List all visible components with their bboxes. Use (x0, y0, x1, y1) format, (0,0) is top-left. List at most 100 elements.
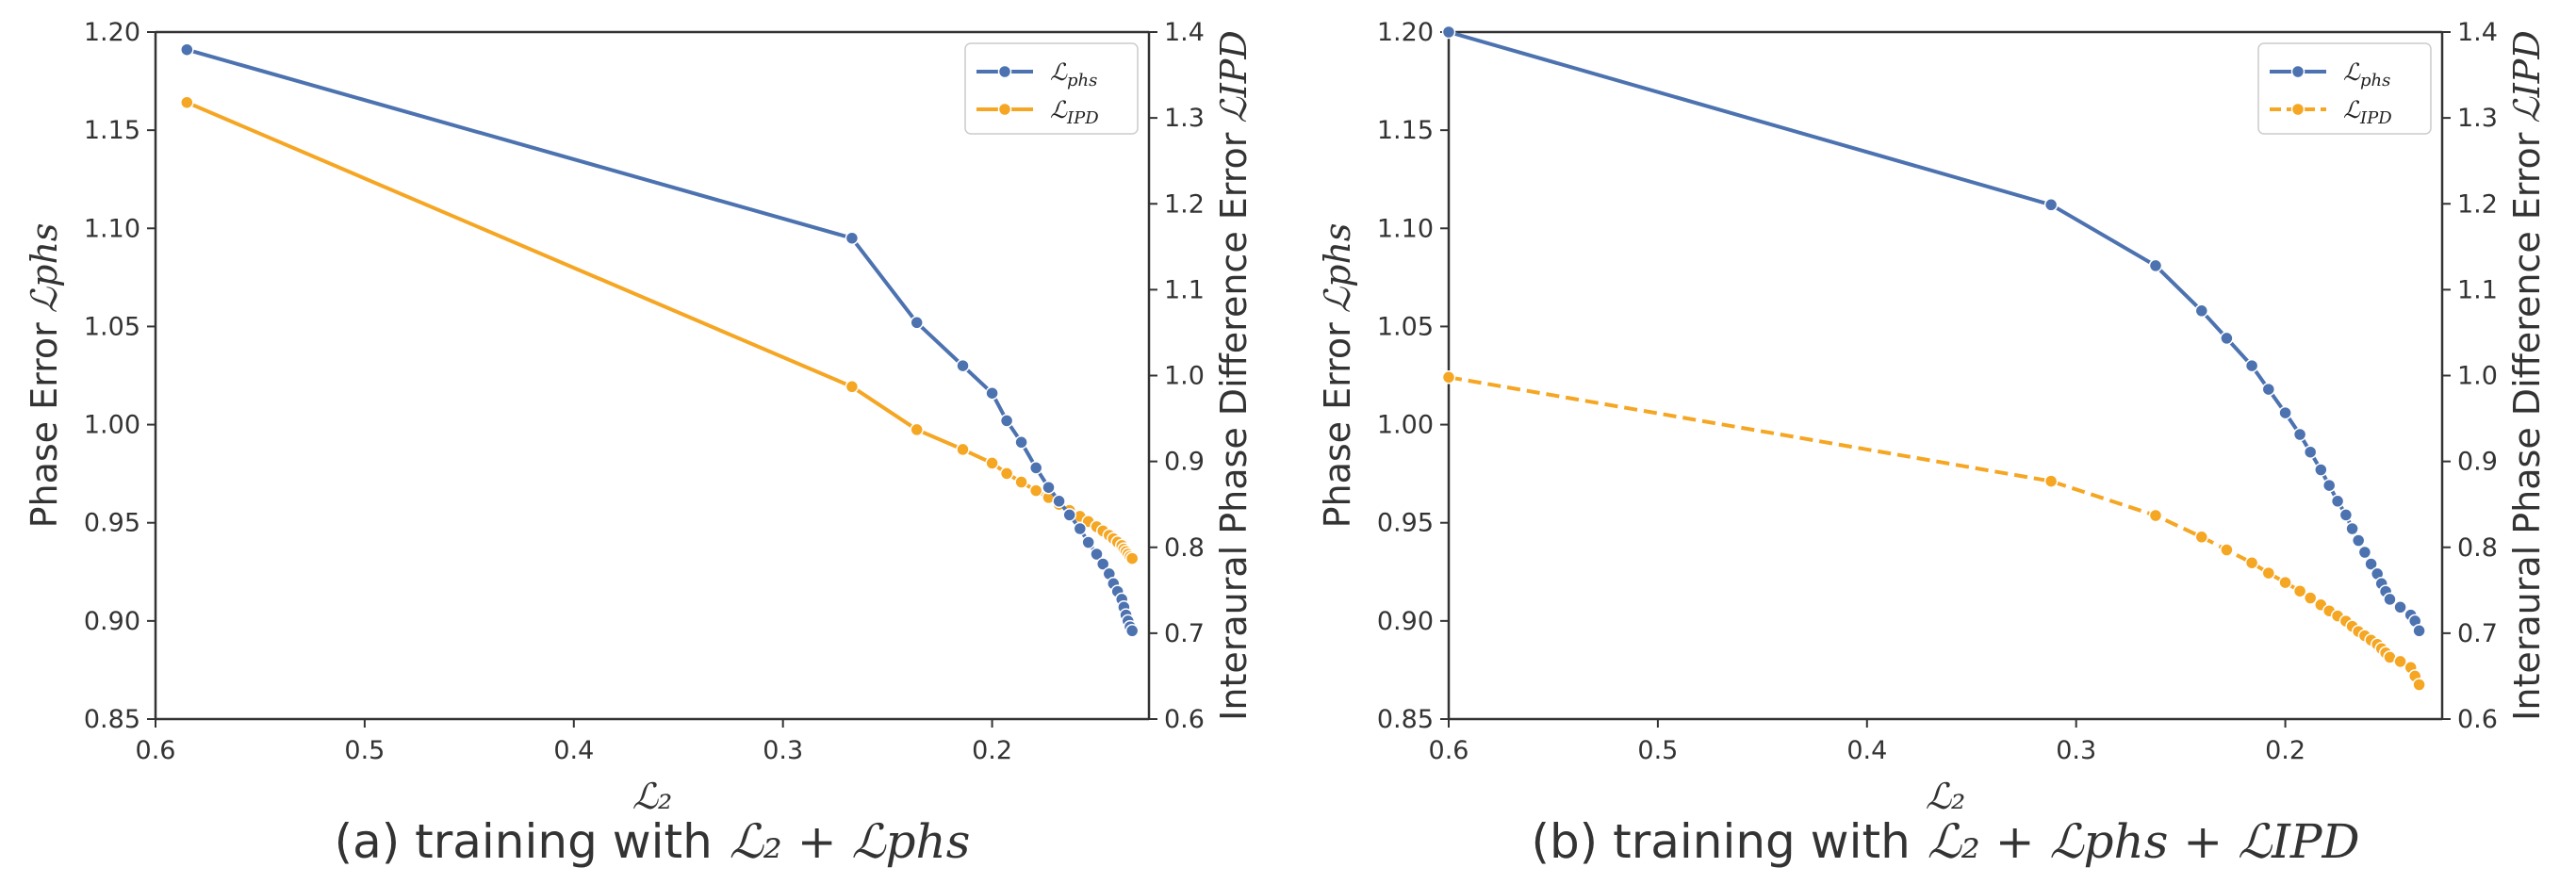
legend-label-IPD: ℒIPD (1050, 96, 1099, 128)
y-left-tick-label: 1.10 (1377, 214, 1434, 243)
data-point-phs (999, 414, 1014, 428)
x-tick-label: 0.2 (972, 736, 1012, 765)
y-left-tick-label: 1.00 (1377, 411, 1434, 440)
data-point-phs (956, 358, 970, 373)
y-left-tick-label: 0.85 (84, 705, 140, 734)
y-right-tick-label: 0.7 (1164, 619, 1205, 648)
x-axis-label: ℒ₂ (1926, 776, 1966, 817)
y-right-tick-label: 0.9 (2457, 448, 2498, 477)
y-left-tick-label: 1.00 (84, 411, 140, 440)
data-point-phs (1062, 508, 1076, 522)
y-right-axis-label-text: Interaural Phase Difference Error (2506, 132, 2548, 721)
y-right-tick-label: 1.4 (1164, 18, 1205, 47)
legend-marker-phs (2290, 64, 2305, 79)
x-tick-label: 0.6 (1429, 736, 1469, 765)
y-left-tick-label: 0.95 (1377, 509, 1434, 538)
data-point-phs (2194, 303, 2209, 319)
panel-caption: (a) training with ℒ₂ + ℒphs (335, 814, 971, 869)
data-point-phs (2314, 463, 2328, 477)
data-point-phs (2412, 624, 2426, 638)
data-point-IPD (2194, 530, 2209, 545)
x-tick-label: 0.5 (1637, 736, 1678, 765)
legend-marker-IPD (997, 102, 1012, 117)
y-right-tick-label: 0.6 (2457, 705, 2498, 734)
x-tick-label: 0.6 (136, 736, 176, 765)
panel-caption-math: ℒ₂ + ℒphs (730, 814, 971, 869)
data-point-IPD (999, 467, 1014, 481)
data-point-phs (1014, 435, 1028, 450)
data-point-phs (2393, 600, 2407, 614)
data-point-IPD (2148, 508, 2163, 523)
y-right-tick-label: 1.3 (1164, 104, 1205, 133)
y-left-axis-label-text: Phase Error (24, 322, 65, 529)
data-point-IPD (1028, 483, 1043, 498)
y-right-tick-label: 0.6 (1164, 705, 1205, 734)
y-right-axis-label-math: ℒIPD (1213, 30, 1255, 123)
data-point-phs (2261, 382, 2276, 397)
data-point-phs (2244, 358, 2259, 373)
y-right-tick-label: 1.0 (1164, 362, 1205, 391)
legend-label-base: ℒ (1050, 58, 1068, 86)
data-point-IPD (956, 442, 970, 457)
x-tick-label: 0.3 (763, 736, 803, 765)
data-point-phs (2351, 533, 2366, 548)
data-point-phs (2345, 521, 2359, 536)
data-point-phs (2292, 427, 2307, 442)
y-left-tick-label: 0.95 (84, 509, 140, 538)
y-left-tick-label: 1.15 (1377, 116, 1434, 145)
data-point-phs (1081, 535, 1095, 549)
data-point-phs (1095, 557, 1110, 571)
y-left-tick-label: 1.05 (1377, 312, 1434, 341)
legend-label-base: ℒ (2343, 96, 2361, 123)
y-left-tick-label: 1.15 (84, 116, 140, 145)
panel-caption-text: (a) training with (335, 814, 713, 869)
data-point-phs (1042, 480, 1056, 495)
legend-marker-IPD (2290, 102, 2305, 117)
y-right-tick-label: 1.1 (1164, 275, 1205, 304)
y-right-tick-label: 0.8 (1164, 533, 1205, 563)
x-tick-label: 0.4 (1846, 736, 1887, 765)
y-left-axis-label-math: ℒphs (24, 223, 65, 314)
y-right-axis-label-math: ℒIPD (2506, 30, 2548, 123)
y-right-tick-label: 1.2 (1164, 189, 1205, 219)
data-point-IPD (1124, 551, 1140, 565)
legend-label-base: ℒ (1050, 96, 1068, 123)
y-right-axis-label-text: Interaural Phase Difference Error (1213, 132, 1255, 721)
data-point-phs (2322, 478, 2337, 493)
panel-caption-math: ℒ₂ + ℒphs + ℒIPD (1928, 814, 2360, 869)
data-point-IPD (845, 380, 860, 394)
data-point-phs (1441, 25, 1456, 40)
data-point-phs (1124, 624, 1140, 638)
data-point-phs (985, 385, 999, 401)
data-point-phs (1028, 461, 1043, 475)
y-right-tick-label: 1.2 (2457, 189, 2498, 219)
data-point-IPD (2412, 678, 2426, 692)
y-left-tick-label: 1.20 (84, 18, 140, 47)
legend-label-sub: phs (1067, 71, 1097, 90)
data-point-phs (2357, 545, 2372, 560)
x-tick-label: 0.2 (2265, 736, 2305, 765)
data-point-phs (2043, 198, 2059, 212)
x-tick-label: 0.4 (553, 736, 594, 765)
legend-label-sub: IPD (2359, 108, 2392, 128)
y-right-tick-label: 1.3 (2457, 104, 2498, 133)
data-point-IPD (1441, 370, 1456, 385)
y-right-tick-label: 1.4 (2457, 18, 2498, 47)
data-point-phs (2338, 508, 2354, 522)
y-left-tick-label: 0.90 (1377, 607, 1434, 636)
data-point-IPD (2043, 474, 2059, 488)
x-tick-label: 0.3 (2056, 736, 2096, 765)
data-point-phs (2383, 592, 2397, 607)
y-right-tick-label: 0.9 (1164, 448, 1205, 477)
y-right-tick-label: 0.7 (2457, 619, 2498, 648)
series-line-phs (186, 47, 1134, 632)
series-line-IPD (186, 100, 1134, 561)
data-point-IPD (2244, 555, 2259, 570)
panel-caption-text: (b) training with (1531, 814, 1910, 869)
y-right-tick-label: 1.1 (2457, 275, 2498, 304)
legend-label-phs: ℒphs (1050, 58, 1097, 90)
data-point-IPD (180, 95, 194, 109)
data-point-IPD (2278, 575, 2292, 590)
series-line-IPD (1448, 375, 2421, 686)
